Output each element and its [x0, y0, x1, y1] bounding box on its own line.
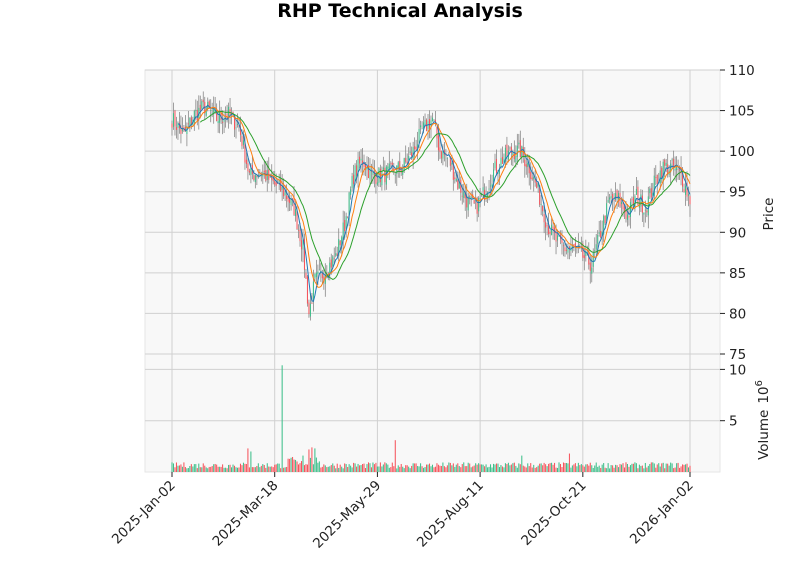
svg-text:2026-Jan-02: 2026-Jan-02: [627, 478, 697, 548]
moving-averages: [177, 104, 691, 302]
svg-text:2025-Jan-02: 2025-Jan-02: [109, 478, 179, 548]
svg-text:2025-Aug-11: 2025-Aug-11: [414, 478, 487, 551]
svg-text:110: 110: [729, 63, 755, 79]
svg-text:90: 90: [729, 225, 746, 241]
svg-text:100: 100: [729, 144, 755, 160]
svg-text:80: 80: [729, 306, 746, 322]
svg-text:85: 85: [729, 266, 746, 282]
svg-text:5: 5: [729, 414, 738, 430]
volume-panel: [144, 353, 721, 473]
svg-text:2025-May-29: 2025-May-29: [310, 478, 384, 552]
svg-text:10: 10: [729, 362, 746, 378]
grid-lines: [145, 69, 720, 472]
volume-bars: [171, 365, 691, 472]
volume-label-text: Volume: [756, 410, 772, 460]
x-axis-ticks: 2025-Jan-02 2025-Mar-18 2025-May-29 2025-Au…: [109, 472, 697, 552]
svg-text:2025-Mar-18: 2025-Mar-18: [209, 478, 281, 550]
svg-text:2025-Oct-21: 2025-Oct-21: [518, 478, 589, 549]
y-axis-ticks: 75 80 85 90 95 100 105 110 5 10: [720, 63, 755, 430]
svg-text:95: 95: [729, 185, 746, 201]
svg-text:75: 75: [729, 347, 746, 363]
price-axis-label: Price: [761, 198, 777, 231]
svg-text:105: 105: [729, 104, 755, 120]
volume-axis-label: Volume106: [754, 380, 772, 460]
chart-title: RHP Technical Analysis: [277, 0, 523, 22]
